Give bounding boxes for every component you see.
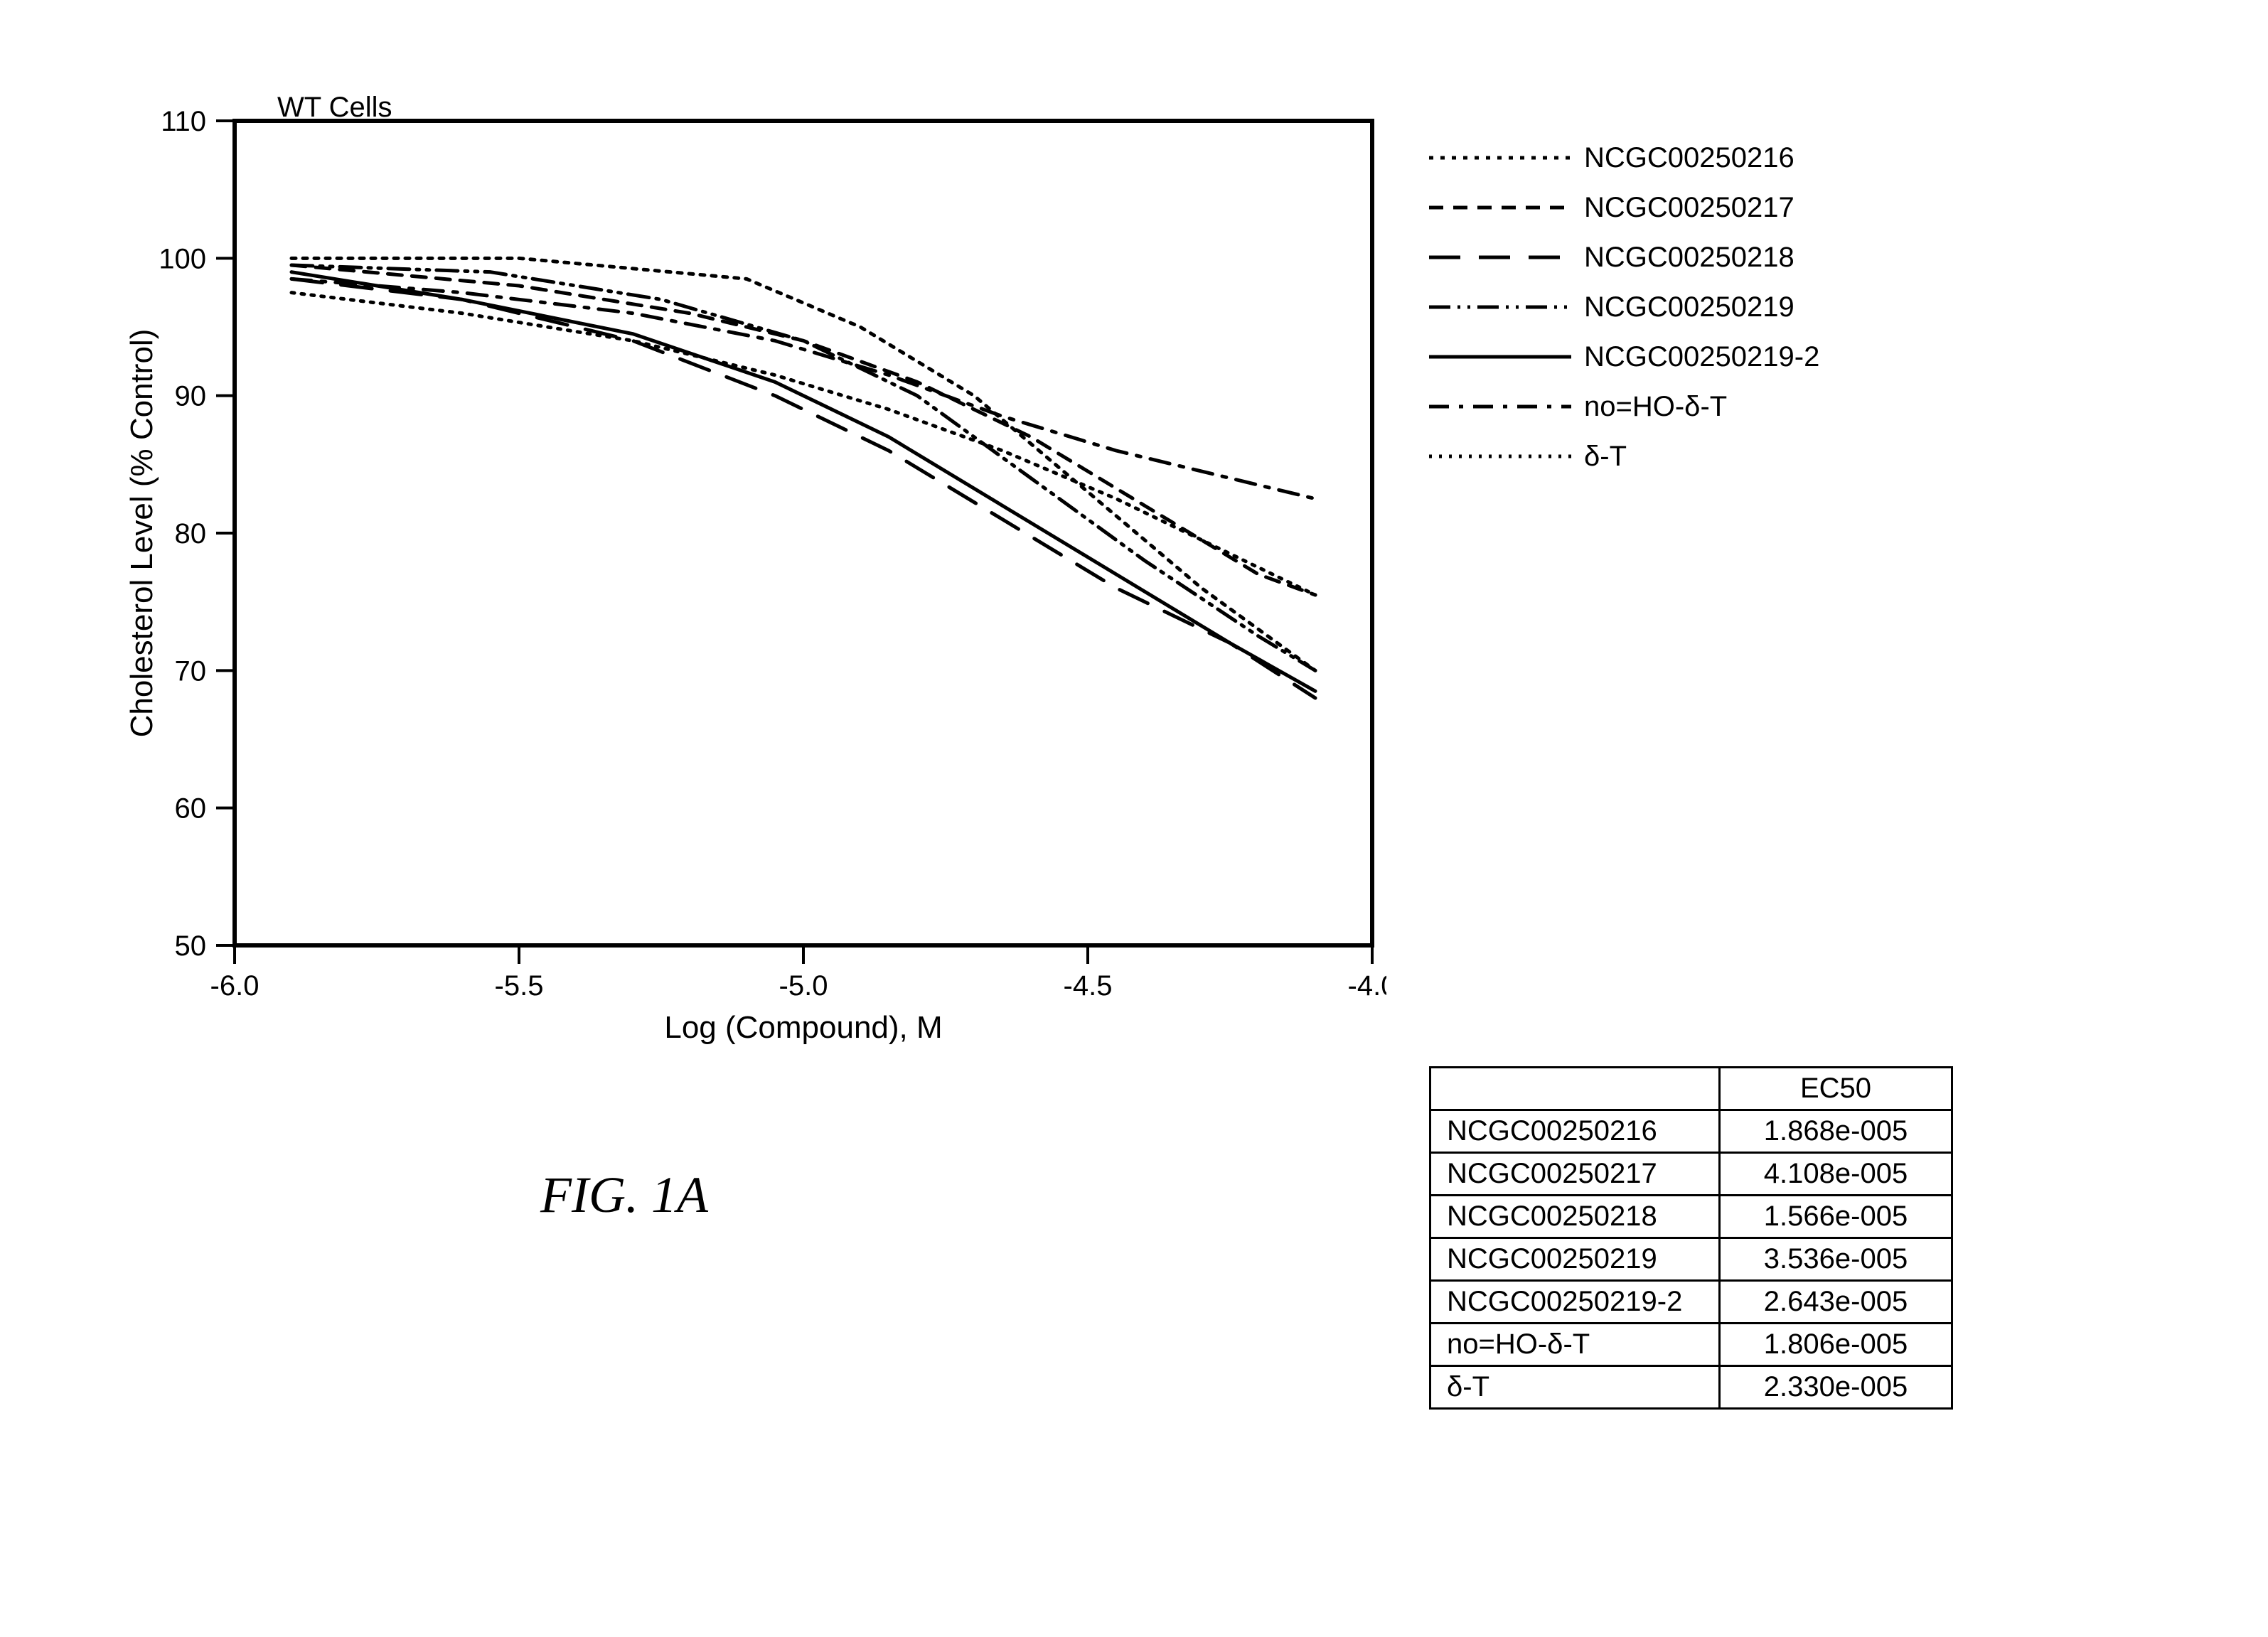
svg-text:-5.0: -5.0 [779, 970, 828, 1002]
svg-text:Cholesterol Level (% Control): Cholesterol Level (% Control) [128, 329, 159, 738]
legend-item: NCGC00250219-2 [1429, 334, 1819, 380]
legend-swatch [1429, 343, 1571, 371]
legend-item: δ-T [1429, 434, 1819, 479]
legend-label: no=HO-δ-T [1584, 384, 1727, 429]
table-row: δ-T2.330e-005 [1430, 1366, 1952, 1409]
table-row: no=HO-δ-T1.806e-005 [1430, 1324, 1952, 1366]
line-chart: WT Cells 50 60 70 80 90 100 110 -6.0 -5.5 -5.0 -4.5… [128, 92, 1386, 1045]
legend-item: no=HO-δ-T [1429, 384, 1819, 429]
legend: NCGC00250216NCGC00250217NCGC00250218NCGC… [1429, 135, 1819, 483]
table-cell-value: 1.868e-005 [1720, 1110, 1952, 1153]
table-cell-name: δ-T [1430, 1366, 1720, 1409]
legend-label: NCGC00250217 [1584, 185, 1794, 230]
table-header-value: EC50 [1720, 1068, 1952, 1110]
svg-text:90: 90 [175, 381, 207, 412]
svg-text:70: 70 [175, 655, 207, 687]
legend-label: NCGC00250219 [1584, 284, 1794, 330]
table-header-name [1430, 1068, 1720, 1110]
svg-text:-6.0: -6.0 [210, 970, 260, 1002]
legend-swatch [1429, 193, 1571, 222]
legend-item: NCGC00250219 [1429, 284, 1819, 330]
table-cell-name: NCGC00250217 [1430, 1153, 1720, 1196]
legend-item: NCGC00250218 [1429, 235, 1819, 280]
svg-text:110: 110 [161, 106, 206, 137]
table-cell-value: 4.108e-005 [1720, 1153, 1952, 1196]
svg-text:-5.5: -5.5 [495, 970, 544, 1002]
table-cell-value: 2.643e-005 [1720, 1281, 1952, 1324]
table-cell-value: 1.806e-005 [1720, 1324, 1952, 1366]
svg-text:60: 60 [175, 793, 207, 825]
svg-text:-4.0: -4.0 [1348, 970, 1386, 1002]
table-cell-name: NCGC00250216 [1430, 1110, 1720, 1153]
figure-caption: FIG. 1A [540, 1166, 708, 1225]
table-row: NCGC002502193.536e-005 [1430, 1238, 1952, 1281]
legend-label: NCGC00250218 [1584, 235, 1794, 280]
svg-text:-4.5: -4.5 [1064, 970, 1113, 1002]
table-row: NCGC002502174.108e-005 [1430, 1153, 1952, 1196]
legend-swatch [1429, 293, 1571, 321]
svg-text:Log (Compound), M: Log (Compound), M [664, 1010, 942, 1045]
legend-swatch [1429, 392, 1571, 421]
svg-text:50: 50 [175, 930, 207, 962]
table-row: NCGC00250219-22.643e-005 [1430, 1281, 1952, 1324]
table-cell-value: 2.330e-005 [1720, 1366, 1952, 1409]
svg-text:80: 80 [175, 518, 207, 549]
table-row: NCGC002502161.868e-005 [1430, 1110, 1952, 1153]
legend-label: NCGC00250216 [1584, 135, 1794, 181]
table-cell-name: NCGC00250219 [1430, 1238, 1720, 1281]
legend-item: NCGC00250217 [1429, 185, 1819, 230]
legend-item: NCGC00250216 [1429, 135, 1819, 181]
table-cell-name: no=HO-δ-T [1430, 1324, 1720, 1366]
ec50-table: EC50 NCGC002502161.868e-005NCGC002502174… [1429, 1066, 1953, 1410]
table-row: NCGC002502181.566e-005 [1430, 1196, 1952, 1238]
table-header-row: EC50 [1430, 1068, 1952, 1110]
legend-swatch [1429, 442, 1571, 471]
legend-label: NCGC00250219-2 [1584, 334, 1819, 380]
table-cell-value: 3.536e-005 [1720, 1238, 1952, 1281]
legend-swatch [1429, 144, 1571, 172]
chart-container: WT Cells 50 60 70 80 90 100 110 -6.0 -5.5 -5.0 -4.5… [128, 92, 1386, 1048]
table-cell-name: NCGC00250219-2 [1430, 1281, 1720, 1324]
table-cell-value: 1.566e-005 [1720, 1196, 1952, 1238]
page: WT Cells 50 60 70 80 90 100 110 -6.0 -5.5 -5.0 -4.5… [0, 0, 2268, 1637]
legend-swatch [1429, 243, 1571, 272]
svg-text:WT Cells: WT Cells [277, 92, 392, 123]
table-cell-name: NCGC00250218 [1430, 1196, 1720, 1238]
svg-text:100: 100 [159, 243, 206, 274]
legend-label: δ-T [1584, 434, 1627, 479]
